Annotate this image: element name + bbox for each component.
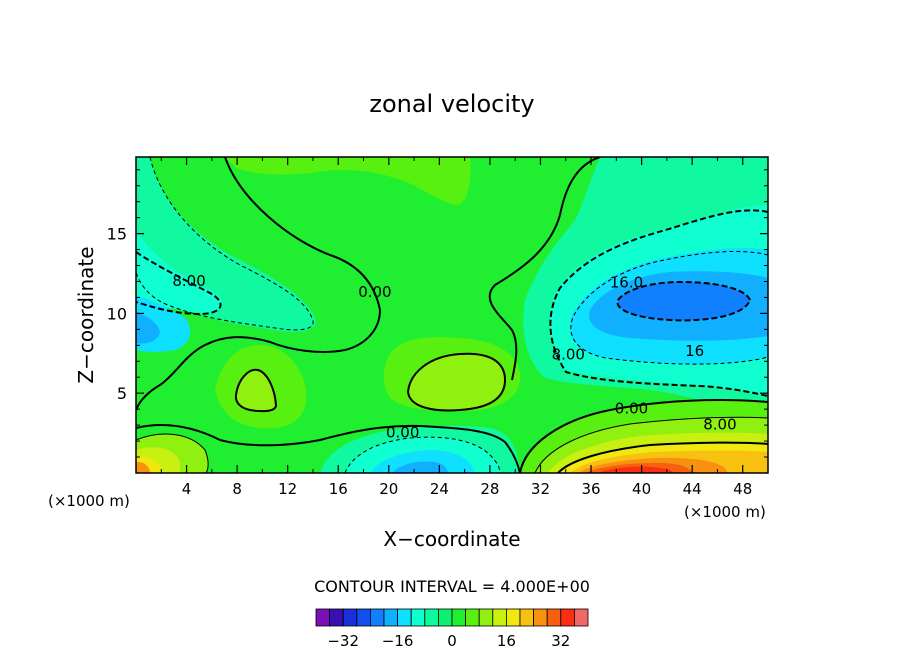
- colorbar: [315, 608, 589, 627]
- field-region: [235, 369, 276, 412]
- colorbar-swatch: [505, 608, 521, 627]
- x-tick-label: 32: [531, 480, 550, 498]
- contour-label: 0.00: [615, 400, 648, 418]
- colorbar-swatch: [342, 608, 358, 627]
- colorbar-swatch: [533, 608, 548, 627]
- x-tick-label: 48: [733, 480, 752, 498]
- field-region: [136, 230, 223, 312]
- contour-line: [519, 399, 768, 473]
- y-tick-label: 5: [117, 384, 127, 403]
- colorbar-swatch: [546, 608, 562, 627]
- contour-label: 8.00: [552, 345, 585, 363]
- contour-line: [136, 433, 209, 473]
- x-tick-label: 16: [329, 480, 348, 498]
- field-region: [617, 282, 750, 321]
- x-tick-label: 40: [632, 480, 651, 498]
- field-region: [370, 450, 475, 473]
- y-axis-label: Z−coordinate: [74, 246, 98, 383]
- colorbar-tick-label: 32: [551, 632, 570, 650]
- colorbar-swatch: [451, 608, 467, 627]
- colorbar-swatch: [465, 608, 480, 627]
- field-region: [598, 466, 674, 473]
- x-tick-label: 28: [480, 480, 499, 498]
- colorbar-swatch: [478, 608, 494, 627]
- chart-title: zonal velocity: [369, 90, 534, 118]
- contour-line: [136, 424, 521, 473]
- colorbar-tick-label: 0: [447, 632, 457, 650]
- colorbar-tick-label: −32: [327, 632, 359, 650]
- field-region: [225, 157, 471, 206]
- field-region: [136, 312, 160, 344]
- contour-line: [557, 441, 768, 473]
- colorbar-swatch: [356, 608, 371, 627]
- field-region: [136, 461, 150, 473]
- colorbar-swatch: [437, 608, 453, 627]
- contour-label-layer: 8.00 0.00 16.0 8.00 0.00 8.00 0.00 16: [172, 272, 736, 442]
- contour-interval-text: CONTOUR INTERVAL = 4.000E+00: [314, 577, 590, 596]
- contour-label: 0.00: [386, 424, 419, 442]
- contour-line: [136, 251, 222, 316]
- contour-line: [406, 352, 507, 412]
- x-axis: 4 8 12 16 20 24 28 32 36 40 44 48: [160, 157, 752, 498]
- colorbar-swatch: [519, 608, 535, 627]
- contour-line: [136, 157, 382, 411]
- colorbar-swatch: [410, 608, 426, 627]
- field-region: [392, 461, 448, 473]
- colorbar-swatch: [383, 608, 399, 627]
- contour-line: [534, 416, 768, 473]
- plot-area: 8.00 0.00 16.0 8.00 0.00 8.00 0.00 16: [136, 157, 768, 473]
- contour-line: [570, 250, 768, 365]
- contour-line: [488, 157, 601, 381]
- y-tick-label: 10: [107, 304, 127, 323]
- y-axis: 5 10 15: [107, 169, 768, 458]
- contour-line: [616, 280, 752, 322]
- contour-label: 0.00: [358, 283, 391, 301]
- x-unit-label-right: (×1000 m): [684, 503, 766, 521]
- x-unit-label-left: (×1000 m): [48, 492, 130, 510]
- x-tick-label: 44: [683, 480, 702, 498]
- colorbar-swatch: [424, 608, 439, 627]
- colorbar-swatch: [397, 608, 412, 627]
- x-tick-label: 4: [182, 480, 192, 498]
- colorbar-swatch: [492, 608, 507, 627]
- contour-label: 16.0: [610, 273, 643, 291]
- field-region: [408, 353, 505, 411]
- x-tick-label: 8: [232, 480, 242, 498]
- colorbar-swatch: [369, 608, 385, 627]
- contour-label: 8.00: [172, 272, 205, 290]
- colorbar-swatch: [560, 608, 575, 627]
- colorbar-swatch: [315, 608, 331, 627]
- colorbar-swatch: [329, 608, 344, 627]
- contour-label: 8.00: [703, 416, 736, 434]
- x-tick-label: 24: [430, 480, 449, 498]
- colorbar-swatch: [574, 608, 589, 627]
- contour-label: 16: [685, 342, 704, 360]
- contour-line: [234, 368, 278, 413]
- colorbar-tick-label: −16: [382, 632, 414, 650]
- x-axis-label: X−coordinate: [383, 527, 520, 551]
- y-tick-label: 15: [107, 225, 127, 244]
- colorbar-ticks: −32 −16 0 16 32: [327, 632, 570, 650]
- x-tick-label: 12: [278, 480, 297, 498]
- x-tick-label: 36: [581, 480, 600, 498]
- x-tick-label: 20: [379, 480, 398, 498]
- colorbar-tick-label: 16: [497, 632, 516, 650]
- contour-line: [549, 209, 768, 397]
- contour-line: [344, 436, 501, 473]
- plot-frame: [135, 156, 769, 474]
